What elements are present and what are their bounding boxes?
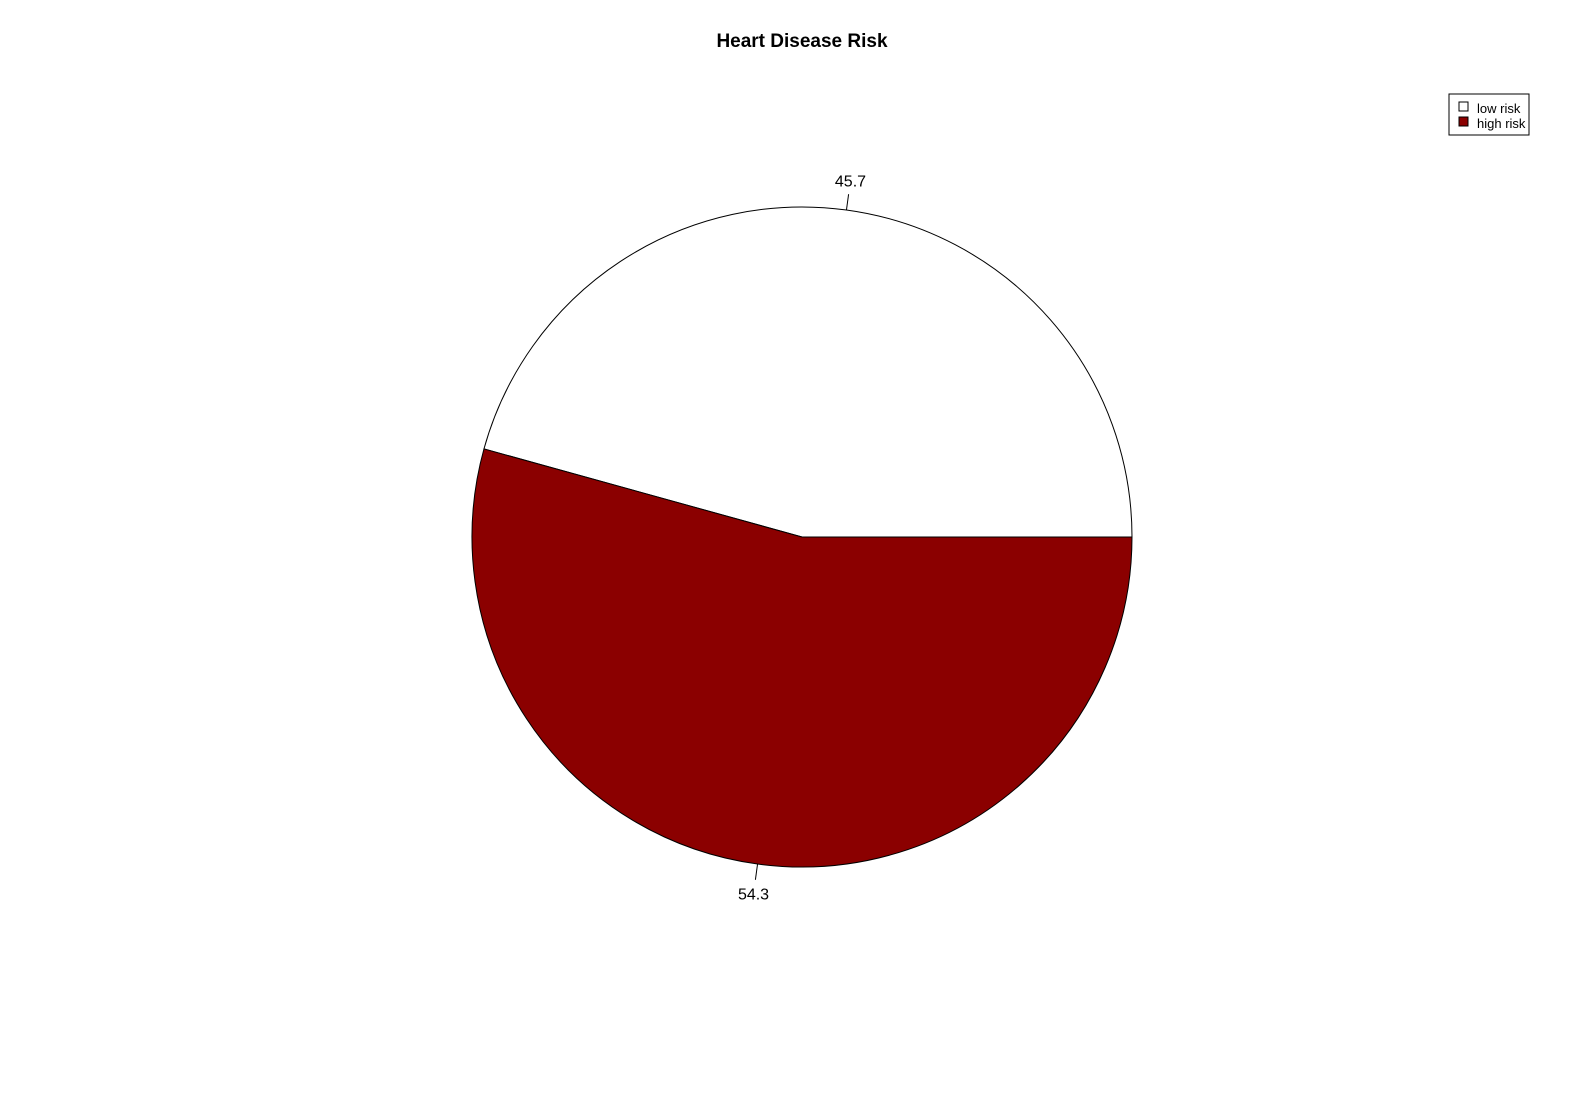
slice-label-low-risk: 45.7 — [835, 173, 866, 190]
legend-box — [1448, 93, 1530, 136]
legend-label-low-risk: low risk — [1477, 101, 1521, 116]
slice-label-tick — [754, 863, 759, 880]
legend-swatch-high-risk — [1458, 116, 1469, 127]
slice-label-tick — [845, 194, 850, 211]
pie-slice-high-risk — [471, 448, 1133, 868]
pie-slices — [471, 206, 1133, 868]
legend: low risk high risk — [1448, 93, 1530, 136]
pie-slice-low-risk — [483, 206, 1133, 538]
legend-swatch-low-risk — [1458, 101, 1469, 112]
slice-labels: 45.7 54.3 — [738, 173, 866, 903]
legend-label-high-risk: high risk — [1477, 116, 1526, 131]
chart-title: Heart Disease Risk — [716, 31, 888, 52]
slice-label-high-risk: 54.3 — [738, 887, 769, 904]
